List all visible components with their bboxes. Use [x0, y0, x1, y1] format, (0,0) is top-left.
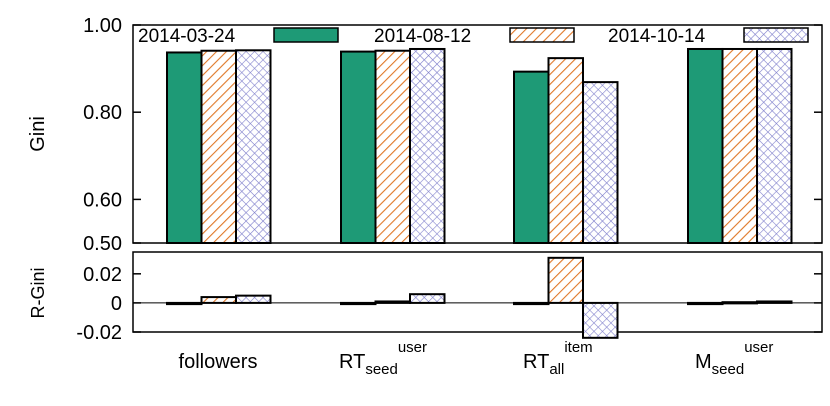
rgini-bar-series-1-cat-1 [166, 301, 203, 306]
legend-swatch-series-3 [743, 27, 809, 43]
bar-series-3-cat-4 [756, 47, 793, 245]
bar-series-2-cat-4 [721, 47, 758, 245]
rgini-bar-series-3-cat-1 [235, 294, 272, 304]
rgini-bar-series-3-cat-2 [409, 293, 446, 304]
top-panel: 0.50 0.60 0.80 1.00 Gini [27, 15, 823, 255]
bar-series-3-cat-3 [582, 81, 619, 244]
bar-series-3-cat-1 [235, 49, 272, 245]
bottom-y-tick-label: -0.02 [76, 322, 122, 344]
rgini-bar-series-2-cat-1 [200, 296, 237, 304]
rgini-bar-series-1-cat-3 [513, 301, 550, 306]
bar-series-2-cat-2 [374, 49, 411, 244]
top-bars [166, 47, 793, 245]
x-label-followers: followers [179, 351, 258, 373]
bottom-plot-frame [132, 251, 823, 333]
bottom-y-axis-label: R-Gini [28, 267, 48, 318]
bar-series-2-cat-1 [200, 49, 237, 244]
bottom-panel: 0.02 0 -0.02 R-Gini [28, 251, 823, 344]
x-axis-labels: followers RTseeduser RTallitem Mseeduser [179, 339, 774, 378]
legend-swatch-series-2 [509, 27, 575, 43]
rgini-bar-series-3-cat-4 [756, 300, 793, 304]
top-y-axis-label: Gini [27, 116, 49, 152]
bottom-y-ticks: 0.02 0 -0.02 [76, 264, 822, 344]
top-y-ticks: 0.50 0.60 0.80 1.00 [83, 15, 822, 255]
top-y-tick-label: 1.00 [83, 15, 122, 37]
bar-series-1-cat-2 [340, 50, 377, 245]
rgini-bar-series-2-cat-2 [374, 300, 411, 304]
top-y-tick-label: 0.60 [83, 189, 122, 211]
bar-series-1-cat-4 [687, 47, 724, 245]
bottom-y-tick-label: 0.02 [83, 264, 122, 286]
rgini-bar-series-3-cat-3 [582, 301, 619, 339]
x-label-m-seed-user: Mseeduser [695, 339, 773, 378]
bar-series-1-cat-1 [166, 51, 203, 244]
bar-series-3-cat-2 [409, 47, 446, 245]
legend: 2014-03-24 2014-08-12 2014-10-14 [138, 26, 809, 47]
top-y-tick-label: 0.80 [83, 102, 122, 124]
top-plot-frame [132, 24, 823, 244]
rgini-bar-series-2-cat-3 [547, 256, 584, 304]
bar-series-2-cat-3 [547, 57, 584, 244]
x-label-rt-seed-user: RTseeduser [339, 339, 427, 378]
top-y-tick-label: 0.50 [83, 233, 122, 255]
legend-label-series-3: 2014-10-14 [608, 26, 706, 47]
rgini-bar-series-2-cat-4 [721, 301, 758, 305]
bottom-bars [133, 256, 822, 339]
legend-swatch-series-1 [273, 27, 339, 43]
rgini-bar-series-1-cat-2 [340, 301, 377, 306]
x-label-rt-all-item: RTallitem [523, 339, 593, 378]
bar-series-1-cat-3 [513, 70, 550, 245]
legend-label-series-2: 2014-08-12 [374, 26, 471, 47]
bottom-y-tick-label: 0 [111, 293, 122, 315]
legend-label-series-1: 2014-03-24 [138, 26, 236, 47]
rgini-bar-series-1-cat-4 [687, 301, 724, 306]
